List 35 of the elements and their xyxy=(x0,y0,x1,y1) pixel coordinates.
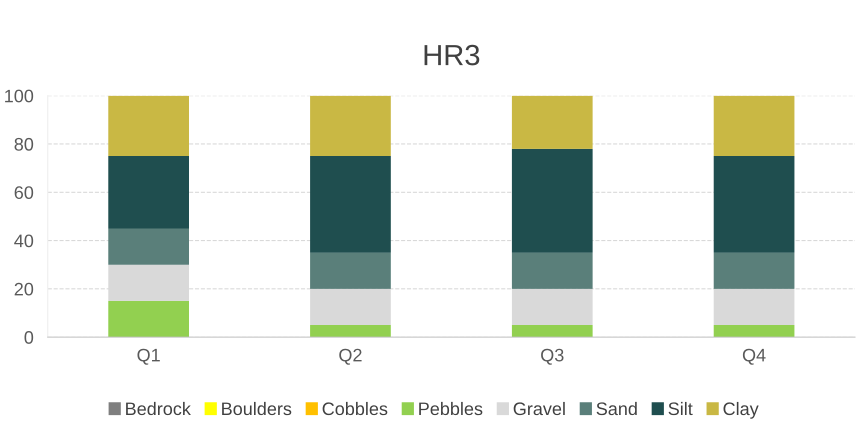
bar xyxy=(108,156,190,228)
x-tick-label: Q1 xyxy=(137,348,160,365)
bar xyxy=(512,96,593,149)
x-tick-label: Q2 xyxy=(339,348,362,365)
legend-label: Boulders xyxy=(222,402,292,416)
x-tick-label: Q3 xyxy=(541,348,564,365)
y-tick-label: 40 xyxy=(14,234,34,248)
bar xyxy=(714,325,794,338)
y-tick-label: 60 xyxy=(14,186,34,199)
legend-label: Pebbles xyxy=(419,402,482,416)
legend-label: Cobbles xyxy=(322,402,388,416)
bar xyxy=(714,96,794,156)
bar xyxy=(512,325,593,338)
bar xyxy=(310,156,391,253)
bar xyxy=(108,228,190,265)
x-tick-label: Q4 xyxy=(742,348,766,365)
chart-title: HR3 xyxy=(424,44,480,66)
bar xyxy=(108,300,190,338)
legend-label: Clay xyxy=(724,402,759,419)
y-tick-label: 20 xyxy=(14,282,34,296)
y-tick-label: 100 xyxy=(5,90,34,102)
bar xyxy=(714,156,794,253)
bar xyxy=(310,252,391,289)
bar xyxy=(512,148,593,253)
bar xyxy=(108,96,190,156)
legend-label: Bedrock xyxy=(126,402,191,416)
legend-label: Sand xyxy=(596,402,637,416)
legend-label: Gravel xyxy=(514,402,565,416)
y-tick-label: 80 xyxy=(14,138,34,151)
bar xyxy=(714,252,794,289)
bar xyxy=(310,325,391,338)
bar xyxy=(512,252,593,289)
y-tick-label: 0 xyxy=(24,331,34,344)
legend-label: Silt xyxy=(668,402,693,416)
bar xyxy=(310,96,391,156)
